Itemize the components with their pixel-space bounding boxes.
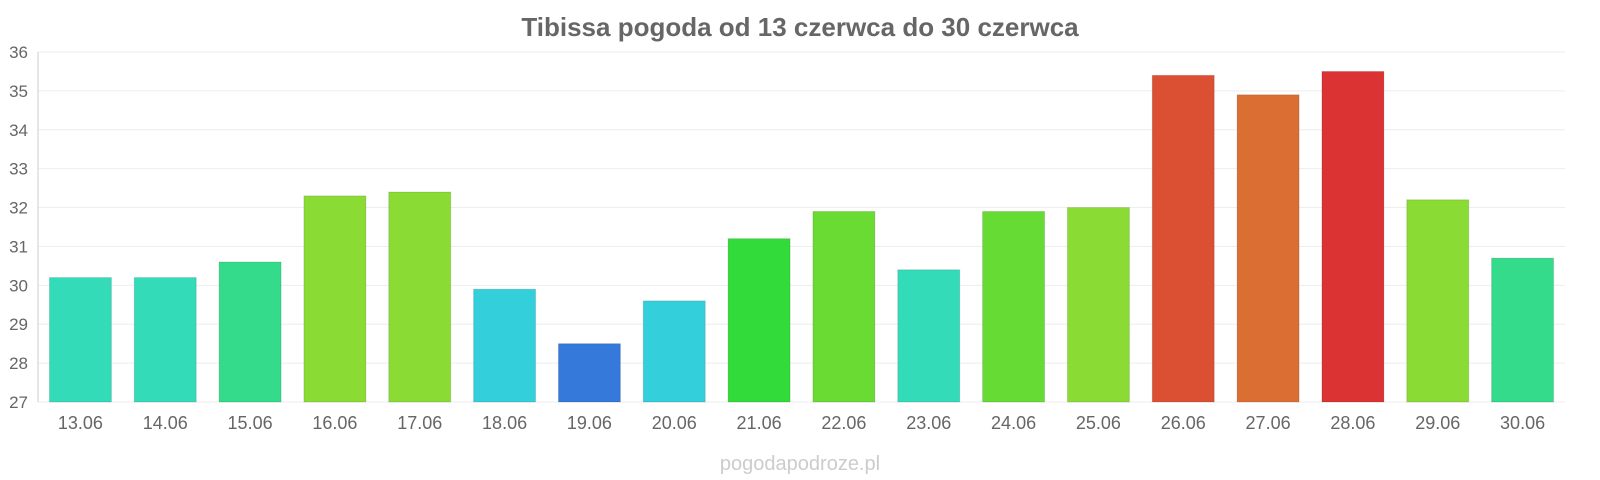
x-tick-label: 19.06	[567, 413, 612, 433]
y-tick-label: 29	[9, 315, 28, 334]
x-tick-label: 25.06	[1076, 413, 1121, 433]
x-tick-label: 13.06	[58, 413, 103, 433]
bars	[48, 70, 1555, 403]
y-tick-label: 33	[9, 160, 28, 179]
chart-title: Tibissa pogoda od 13 czerwca do 30 czerw…	[521, 12, 1079, 42]
grid-lines	[38, 51, 1565, 403]
bar-16.06[interactable]	[303, 195, 367, 403]
x-tick-label: 21.06	[737, 413, 782, 433]
bar-14.06[interactable]	[133, 277, 197, 403]
bar-15.06[interactable]	[218, 261, 282, 403]
bar-19.06[interactable]	[557, 343, 621, 403]
x-tick-label: 17.06	[397, 413, 442, 433]
y-tick-label: 36	[9, 43, 28, 62]
y-tick-label: 27	[9, 393, 28, 412]
bar-22.06[interactable]	[812, 210, 876, 403]
bar-25.06[interactable]	[1066, 207, 1130, 403]
x-tick-label: 28.06	[1330, 413, 1375, 433]
x-axis-ticks: 13.06 14.06 15.06 16.06 17.06 18.06 19.06 20.06…	[58, 413, 1545, 433]
x-tick-label: 18.06	[482, 413, 527, 433]
x-tick-label: 26.06	[1161, 413, 1206, 433]
y-tick-label: 34	[9, 121, 28, 140]
y-axis-ticks: 27 28 29 30 31 32 33 34 35 36	[9, 43, 28, 412]
watermark: pogodapodroze.pl	[720, 453, 880, 475]
bar-27.06[interactable]	[1236, 94, 1300, 403]
bar-23.06[interactable]	[897, 269, 961, 403]
x-tick-label: 30.06	[1500, 413, 1545, 433]
x-tick-label: 20.06	[652, 413, 697, 433]
x-tick-label: 29.06	[1415, 413, 1460, 433]
x-tick-label: 15.06	[228, 413, 273, 433]
bar-30.06[interactable]	[1491, 257, 1555, 403]
bar-29.06[interactable]	[1406, 199, 1470, 403]
bar-13.06[interactable]	[48, 277, 112, 403]
bar-17.06[interactable]	[388, 191, 452, 403]
x-tick-label: 14.06	[143, 413, 188, 433]
x-tick-label: 23.06	[906, 413, 951, 433]
bar-18.06[interactable]	[473, 288, 537, 403]
y-tick-label: 32	[9, 199, 28, 218]
bar-26.06[interactable]	[1151, 74, 1215, 403]
x-tick-label: 22.06	[821, 413, 866, 433]
bar-24.06[interactable]	[982, 210, 1046, 403]
x-tick-label: 27.06	[1246, 413, 1291, 433]
y-tick-label: 28	[9, 354, 28, 373]
bar-20.06[interactable]	[642, 300, 706, 403]
bar-21.06[interactable]	[727, 238, 791, 403]
x-tick-label: 16.06	[312, 413, 357, 433]
y-tick-label: 30	[9, 276, 28, 295]
bar-28.06[interactable]	[1321, 70, 1385, 403]
y-tick-label: 35	[9, 82, 28, 101]
y-tick-label: 31	[9, 237, 28, 256]
x-tick-label: 24.06	[991, 413, 1036, 433]
